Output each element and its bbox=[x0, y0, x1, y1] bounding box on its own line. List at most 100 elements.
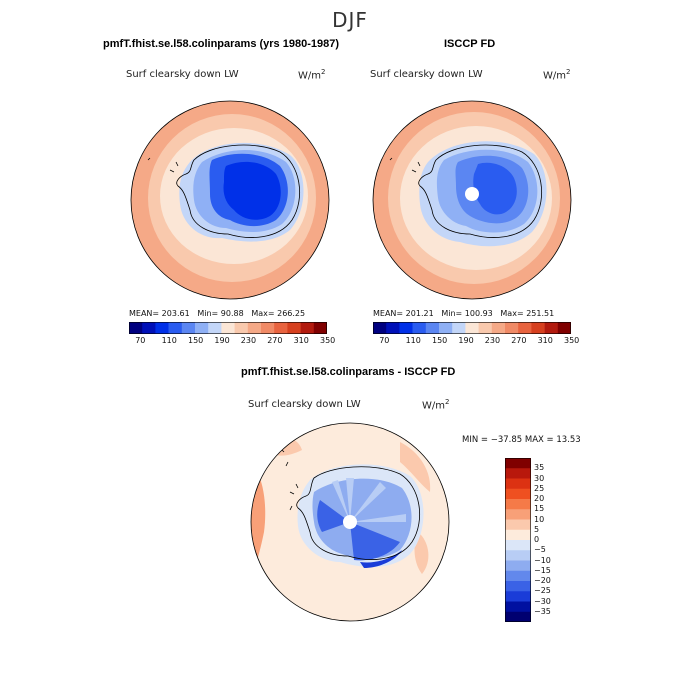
colorbar-tick-label: 350 bbox=[564, 336, 580, 345]
colorbar-tick-label: 310 bbox=[537, 336, 553, 345]
colorbar-swatch bbox=[412, 322, 427, 334]
ocean-diff-warm-e bbox=[414, 532, 429, 574]
coastline bbox=[176, 144, 300, 238]
colorbar-outline bbox=[505, 458, 531, 622]
panel-obs-units: W/m2 bbox=[543, 68, 571, 82]
colorbar-swatch bbox=[505, 570, 531, 582]
colorbar-level-label: 30 bbox=[534, 473, 545, 483]
colorbar-swatch bbox=[155, 322, 169, 334]
colorbar-swatch bbox=[399, 322, 413, 334]
ice-sheet-core bbox=[223, 161, 281, 220]
colorbar-tick-label: 150 bbox=[432, 336, 448, 345]
colorbar-swatch bbox=[505, 529, 531, 541]
colorbar-swatch bbox=[505, 478, 531, 490]
colorbar-obs bbox=[373, 322, 571, 334]
ice-sheet-core bbox=[473, 162, 517, 215]
polar-map-diff bbox=[250, 422, 450, 622]
colorbar-swatch bbox=[425, 322, 440, 334]
colorbar-swatch bbox=[505, 550, 531, 561]
map-border bbox=[250, 422, 450, 622]
colorbar-tick-label: 350 bbox=[320, 336, 336, 345]
map-border bbox=[130, 100, 330, 300]
panel-model-title: pmfT.fhist.se.l58.colinparams (yrs 1980-… bbox=[103, 38, 339, 50]
colorbar-swatch bbox=[142, 322, 156, 334]
colorbar-swatch bbox=[505, 509, 531, 520]
coastline bbox=[296, 466, 420, 560]
panel-obs-title: ISCCP FD bbox=[444, 38, 496, 50]
colorbar-diff-labels: 35 30 25 20 15 10 5 0 −5 −10 −15 −20 −25 −30 −35 bbox=[534, 458, 574, 628]
coastline bbox=[418, 144, 542, 238]
colorbar-swatch bbox=[195, 322, 209, 334]
colorbar-swatch bbox=[505, 468, 531, 479]
colorbar-swatch bbox=[505, 519, 531, 531]
colorbar-swatch bbox=[505, 499, 531, 510]
colorbar-swatch bbox=[505, 322, 519, 334]
colorbar-swatch bbox=[208, 322, 222, 334]
colorbar-swatch bbox=[274, 322, 288, 334]
colorbar-level-label: 5 bbox=[534, 524, 540, 534]
colorbar-diff bbox=[505, 458, 531, 622]
panel-model-units: W/m2 bbox=[298, 68, 326, 82]
colorbar-swatch bbox=[373, 322, 387, 334]
colorbar-swatch bbox=[505, 611, 531, 622]
season-title: DJF bbox=[332, 8, 368, 32]
polar-map-model bbox=[130, 100, 330, 300]
pole-hole bbox=[343, 515, 357, 529]
colorbar-swatch bbox=[557, 322, 571, 334]
panel-diff-variable: Surf clearsky down LW bbox=[248, 399, 361, 410]
colorbar-swatch bbox=[465, 322, 479, 334]
colorbar-swatch bbox=[518, 322, 532, 334]
panel-diff-title: pmfT.fhist.se.l58.colinparams - ISCCP FD bbox=[241, 366, 456, 378]
ice-diff-rays bbox=[332, 478, 406, 522]
colorbar-swatch bbox=[491, 322, 506, 334]
colorbar-model bbox=[129, 322, 327, 334]
ice-diff-cold-rim bbox=[360, 550, 402, 568]
ice-diff-cold-south bbox=[350, 522, 400, 561]
colorbar-tick-label: 70 bbox=[379, 336, 390, 345]
colorbar-tick-label: 310 bbox=[293, 336, 309, 345]
colorbar-swatch bbox=[221, 322, 235, 334]
panel-model-variable: Surf clearsky down LW bbox=[126, 69, 239, 80]
colorbar-swatch bbox=[505, 488, 531, 500]
colorbar-swatch bbox=[287, 322, 301, 334]
colorbar-level-label: 25 bbox=[534, 483, 545, 493]
colorbar-level-label: −25 bbox=[534, 586, 551, 596]
colorbar-swatch bbox=[247, 322, 262, 334]
colorbar-tick-label: 150 bbox=[188, 336, 204, 345]
colorbar-obs-ticks: 70 110 150 190 230 270 310 350 bbox=[373, 336, 579, 348]
colorbar-swatch bbox=[478, 322, 493, 334]
colorbar-swatch bbox=[505, 601, 531, 613]
colorbar-swatch bbox=[168, 322, 183, 334]
colorbar-swatch bbox=[300, 322, 315, 334]
colorbar-tick-label: 230 bbox=[240, 336, 257, 345]
ocean-diff-warm-ne bbox=[400, 442, 431, 492]
map-border bbox=[372, 100, 572, 300]
colorbar-level-label: 20 bbox=[534, 494, 545, 503]
polar-map-obs bbox=[372, 100, 572, 300]
colorbar-level-label: −20 bbox=[534, 576, 551, 585]
colorbar-swatch bbox=[181, 322, 196, 334]
coastline-islands bbox=[281, 449, 299, 511]
colorbar-swatch bbox=[234, 322, 249, 334]
colorbar-tick-label: 270 bbox=[267, 336, 283, 345]
colorbar-swatch bbox=[505, 458, 531, 469]
colorbar-level-label: 10 bbox=[534, 514, 545, 524]
colorbar-tick-label: 190 bbox=[458, 336, 474, 345]
colorbar-swatch bbox=[505, 591, 531, 602]
colorbar-level-label: −10 bbox=[534, 555, 551, 565]
colorbar-tick-label: 70 bbox=[135, 336, 146, 345]
colorbar-swatch bbox=[531, 322, 545, 334]
colorbar-outline bbox=[373, 322, 571, 334]
panel-obs-stats: MEAN= 201.21 Min= 100.93 Max= 251.51 bbox=[373, 309, 555, 318]
colorbar-level-label: 15 bbox=[534, 504, 545, 514]
colorbar-tick-label: 190 bbox=[214, 336, 230, 345]
colorbar-swatch bbox=[505, 581, 531, 592]
colorbar-tick-label: 110 bbox=[161, 336, 177, 345]
colorbar-swatch bbox=[129, 322, 143, 334]
colorbar-level-label: −5 bbox=[534, 545, 546, 555]
colorbar-level-label: −15 bbox=[534, 565, 551, 575]
colorbar-swatch bbox=[544, 322, 559, 334]
colorbar-level-label: −35 bbox=[534, 606, 551, 616]
colorbar-swatch bbox=[261, 322, 275, 334]
ice-diff-cold-west bbox=[317, 500, 350, 532]
